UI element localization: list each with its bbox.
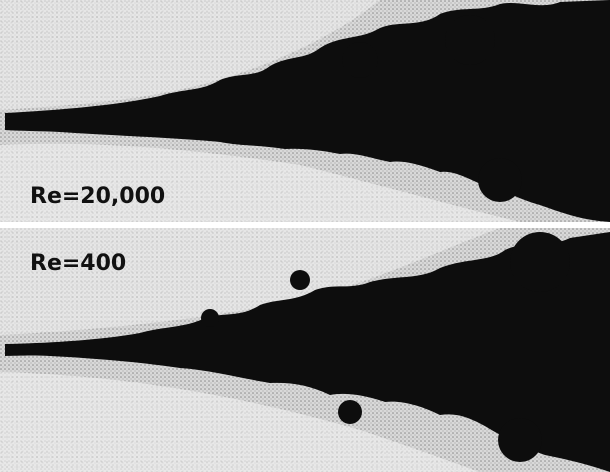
eddy	[498, 418, 542, 462]
eddy	[338, 400, 362, 424]
panel-bottom: Re=400	[0, 228, 610, 472]
divider	[0, 222, 610, 228]
eddy	[290, 270, 310, 290]
eddy	[445, 15, 495, 65]
eddy	[342, 42, 378, 78]
eddy	[478, 158, 522, 202]
panel-label: Re=20,000	[30, 184, 165, 209]
panel-top: Re=20,000	[0, 0, 610, 222]
eddy	[201, 309, 219, 327]
eddy	[510, 232, 570, 292]
jet-photograph: Re=20,000 Re=400	[0, 0, 610, 472]
panel-label: Re=400	[30, 251, 126, 276]
